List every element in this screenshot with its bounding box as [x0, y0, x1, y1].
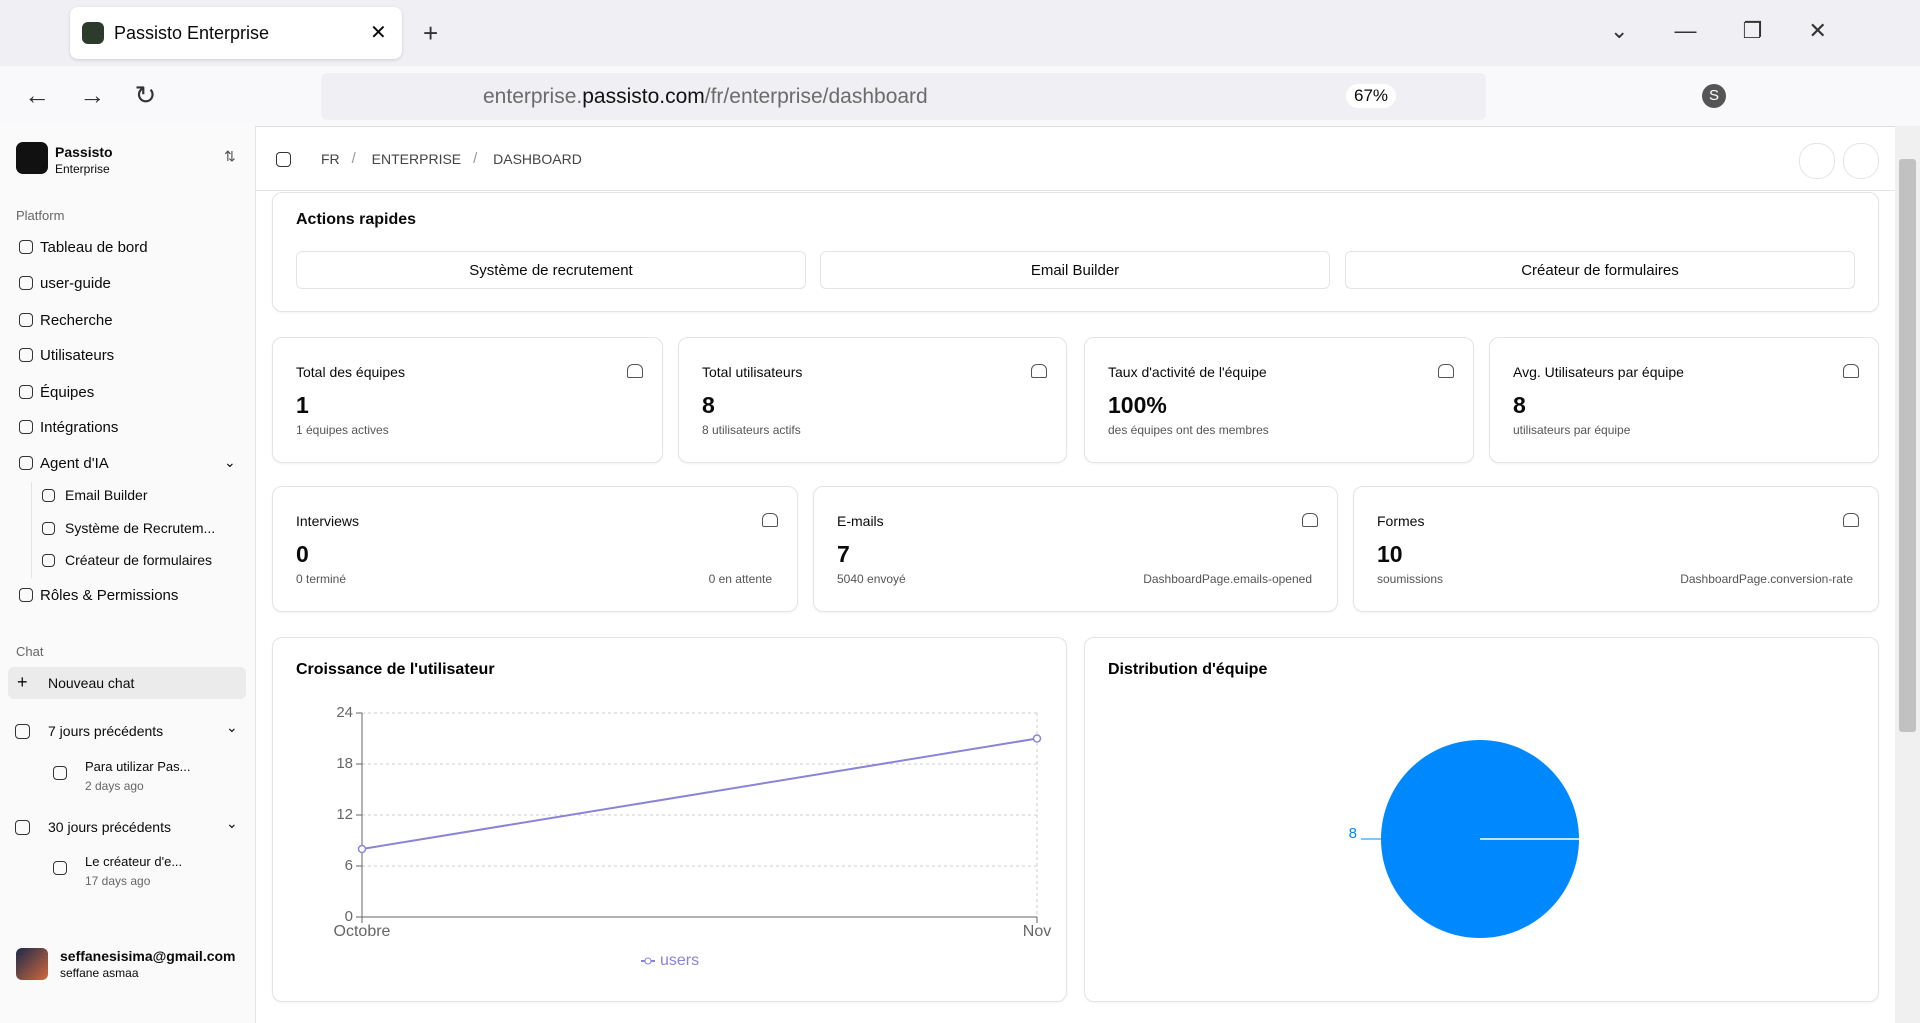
breadcrumb-item[interactable]: ENTERPRISE: [372, 151, 461, 167]
history-group[interactable]: 30 jours précédents: [48, 819, 171, 835]
chart-title: Croissance de l'utilisateur: [296, 661, 495, 678]
icon: [42, 522, 55, 535]
avatar: [16, 948, 48, 980]
x-tick-label: Octobre: [334, 923, 391, 940]
chart-title: Distribution d'équipe: [1108, 661, 1267, 678]
section-label: Platform: [16, 208, 64, 223]
y-tick-label: 24: [336, 704, 353, 721]
icon: [19, 385, 33, 399]
pie-label: 8: [1349, 825, 1357, 842]
icon: [53, 861, 67, 875]
icon: [19, 456, 33, 470]
nav-label: Utilisateurs: [40, 347, 114, 364]
nav-label: Agent d'IA: [40, 455, 109, 472]
icon: [15, 724, 30, 739]
icon: [53, 766, 67, 780]
breadcrumb-item[interactable]: FR: [321, 151, 340, 167]
header-button[interactable]: [1843, 143, 1879, 179]
nav-label: Équipes: [40, 384, 94, 401]
icon: [42, 554, 55, 567]
chat-time: 17 days ago: [85, 874, 150, 888]
point: [1034, 735, 1041, 742]
chat-title[interactable]: Para utilizar Pas...: [85, 759, 191, 774]
nav-label: Intégrations: [40, 419, 118, 436]
scrollbar[interactable]: [1895, 126, 1920, 1023]
history-group[interactable]: 7 jours précédents: [48, 723, 163, 739]
icon: [19, 588, 33, 602]
nav-label: Tableau de bord: [40, 239, 148, 256]
new-chat[interactable]: Nouveau chat: [48, 675, 134, 691]
separator: /: [352, 150, 356, 167]
brand-sub: Enterprise: [55, 162, 110, 176]
icon: [42, 489, 55, 502]
y-tick-label: 6: [345, 857, 353, 874]
legend-dot: [645, 958, 651, 964]
header-button[interactable]: [1799, 143, 1835, 179]
brand-name: Passisto: [55, 144, 113, 160]
user-name: seffane asmaa: [60, 966, 139, 980]
breadcrumb-item[interactable]: DASHBOARD: [493, 151, 582, 167]
y-tick-label: 12: [336, 806, 353, 823]
chevron: ⌄: [224, 454, 236, 471]
nav-label[interactable]: Rôles & Permissions: [40, 587, 178, 604]
brand-logo: [16, 142, 48, 174]
chevron: ⌄: [226, 719, 238, 736]
icon: [276, 152, 291, 167]
sub-nav-item[interactable]: Créateur de formulaires: [65, 552, 212, 568]
icon: [19, 348, 33, 362]
section-label: Chat: [16, 644, 43, 659]
y-tick-label: 18: [336, 755, 353, 772]
brand-switch[interactable]: ⇅: [224, 148, 236, 165]
user-email[interactable]: seffanesisima@gmail.com: [60, 948, 236, 964]
sub-nav-item[interactable]: Système de Recrutem...: [65, 520, 215, 536]
legend-label: users: [660, 952, 699, 969]
icon: [19, 313, 33, 327]
separator: /: [473, 150, 477, 167]
plus: +: [17, 672, 28, 693]
chat-time: 2 days ago: [85, 779, 144, 793]
series-line: [362, 739, 1037, 850]
icon: [19, 420, 33, 434]
sub-border: [31, 482, 32, 578]
icon: [15, 820, 30, 835]
icon: [19, 240, 33, 254]
x-tick-label: Nov: [1023, 923, 1051, 940]
nav-label: user-guide: [40, 275, 111, 292]
scroll-thumb[interactable]: [1899, 159, 1916, 732]
point: [359, 846, 366, 853]
nav-label: Recherche: [40, 312, 113, 329]
icon: [19, 276, 33, 290]
sub-nav-item[interactable]: Email Builder: [65, 487, 147, 503]
chevron: ⌄: [226, 815, 238, 832]
chat-title[interactable]: Le créateur d'e...: [85, 854, 182, 869]
